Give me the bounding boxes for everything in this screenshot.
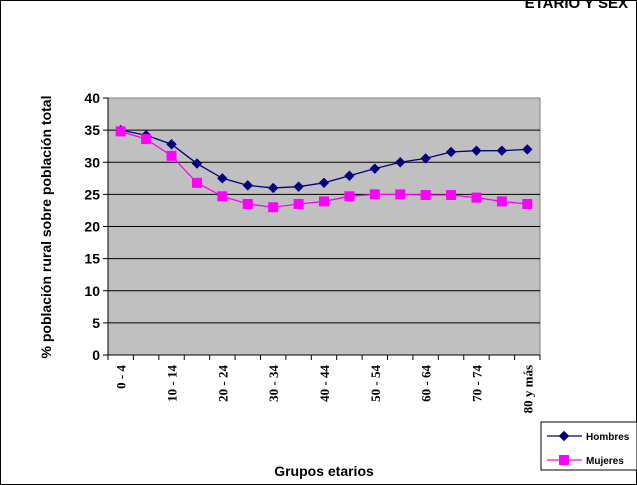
data-point-hombres bbox=[318, 177, 330, 189]
legend-box bbox=[540, 421, 637, 471]
x-tick-label: 70 - 74 bbox=[469, 365, 484, 402]
legend-label-mujeres: Mujeres bbox=[586, 456, 624, 467]
data-point-mujeres bbox=[471, 192, 482, 203]
y-axis-label: % población rural sobre población total bbox=[38, 96, 54, 359]
data-point-mujeres bbox=[446, 190, 457, 201]
y-tick-label: 10 bbox=[84, 283, 100, 299]
data-point-hombres bbox=[293, 181, 304, 192]
data-point-mujeres bbox=[242, 199, 253, 210]
x-tick-label: 40 - 44 bbox=[317, 365, 332, 402]
series-group bbox=[115, 124, 533, 213]
y-tick-label: 15 bbox=[84, 251, 100, 267]
data-point-mujeres bbox=[268, 202, 279, 213]
x-tick-label: 50 - 54 bbox=[368, 365, 383, 402]
y-tick-label: 35 bbox=[84, 122, 100, 138]
data-point-hombres bbox=[191, 158, 203, 169]
data-point-mujeres bbox=[496, 196, 507, 207]
x-tick-label: 30 - 34 bbox=[266, 365, 281, 402]
data-point-mujeres bbox=[217, 191, 228, 202]
y-tick-label: 0 bbox=[92, 347, 100, 363]
y-tick-label: 30 bbox=[84, 154, 100, 170]
x-tick-label: 10 - 14 bbox=[165, 365, 180, 402]
data-point-hombres bbox=[369, 163, 381, 174]
data-point-mujeres bbox=[191, 177, 202, 188]
x-tick-label: 80 y más bbox=[520, 365, 535, 413]
data-point-mujeres bbox=[293, 199, 304, 210]
legend-marker-hombres bbox=[558, 430, 570, 442]
data-point-hombres bbox=[267, 182, 279, 194]
legend: Hombres Mujeres bbox=[540, 421, 637, 471]
data-point-hombres bbox=[166, 139, 177, 150]
gridlines bbox=[108, 129, 540, 324]
data-point-mujeres bbox=[420, 190, 431, 201]
data-point-mujeres bbox=[115, 126, 126, 137]
data-point-hombres bbox=[344, 170, 355, 181]
chart-title: ETARIO Y SEX bbox=[525, 0, 628, 12]
x-axis-label: Grupos etarios bbox=[274, 463, 374, 479]
x-tick-label: 60 - 64 bbox=[419, 365, 434, 402]
data-point-mujeres bbox=[395, 189, 406, 200]
data-point-mujeres bbox=[344, 191, 355, 202]
legend-label-hombres: Hombres bbox=[586, 432, 630, 443]
data-point-hombres bbox=[445, 146, 457, 158]
axis-ticks: 0 5 10 15 20 25 30 35 40 0 - 4 10 - 14 20 - 24 30 - … bbox=[84, 90, 541, 413]
data-point-hombres bbox=[242, 180, 253, 191]
data-point-hombres bbox=[471, 145, 482, 156]
data-point-mujeres bbox=[166, 150, 177, 161]
y-tick-label: 40 bbox=[84, 90, 100, 106]
y-tick-label: 25 bbox=[84, 186, 100, 202]
data-point-mujeres bbox=[319, 196, 329, 207]
x-tick-label: 20 - 24 bbox=[215, 365, 230, 402]
data-point-hombres bbox=[420, 153, 431, 164]
data-point-hombres bbox=[496, 145, 508, 156]
data-point-hombres bbox=[395, 157, 406, 168]
data-point-hombres bbox=[217, 173, 228, 184]
y-tick-label: 20 bbox=[84, 219, 100, 235]
legend-marker-mujeres bbox=[559, 455, 569, 465]
x-tick-label: 0 - 4 bbox=[114, 365, 129, 389]
data-point-mujeres bbox=[141, 134, 152, 145]
y-tick-label: 5 bbox=[92, 315, 100, 331]
data-point-hombres bbox=[522, 144, 533, 155]
data-point-mujeres bbox=[522, 199, 533, 210]
data-point-mujeres bbox=[369, 189, 380, 200]
